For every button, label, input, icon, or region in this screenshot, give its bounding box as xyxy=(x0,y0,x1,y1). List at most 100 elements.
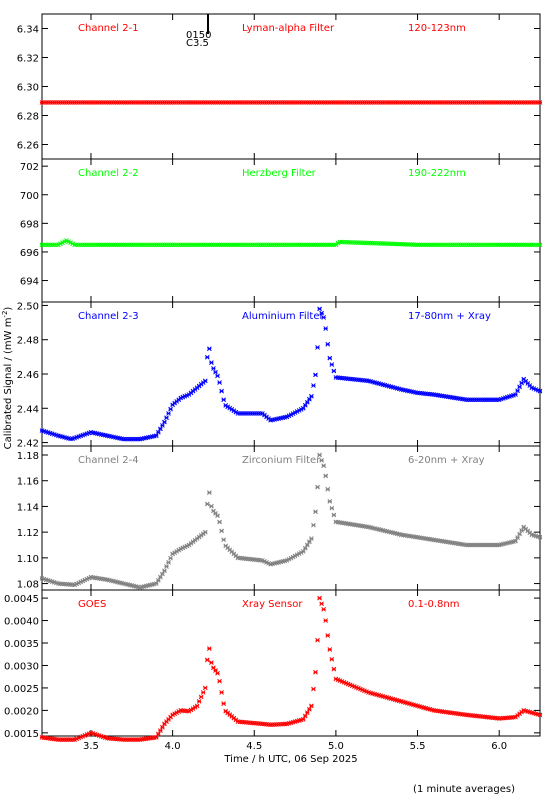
y-tick-label: 6.30 xyxy=(17,83,39,94)
data-point xyxy=(323,473,329,479)
data-point xyxy=(207,346,212,352)
data-point xyxy=(300,549,306,554)
x-tick-label: 6.0 xyxy=(491,741,507,752)
panel-1: 6.26 6.28 6.30 6.32 6.34 Channel 2-1 Lyman-alp… xyxy=(17,13,543,160)
data-point xyxy=(321,606,327,612)
data-point xyxy=(304,399,310,405)
panel-label: 120-123nm xyxy=(408,23,466,34)
data-point xyxy=(311,686,316,692)
panel-3: 2.42 2.44 2.46 2.48 2.50 Channel 2-3 Aluminium… xyxy=(17,301,543,450)
data-point xyxy=(315,484,320,490)
data-point xyxy=(517,384,522,390)
y-tick-label: 2.50 xyxy=(17,301,39,312)
series-points xyxy=(39,306,543,442)
data-point xyxy=(215,513,220,519)
y-tick-label: 696 xyxy=(20,248,39,259)
data-point xyxy=(162,568,167,574)
data-point xyxy=(202,378,208,384)
data-point xyxy=(315,345,320,350)
data-point xyxy=(213,369,218,375)
data-point xyxy=(207,646,212,651)
y-tick-label: 1.10 xyxy=(17,554,39,565)
data-point xyxy=(204,657,210,663)
data-point xyxy=(198,694,204,700)
data-point xyxy=(219,388,224,394)
panel-frame xyxy=(41,13,541,160)
flare-marker-class: C3.5 xyxy=(186,38,209,49)
panel-frame xyxy=(41,158,541,303)
y-tick-label: 702 xyxy=(20,162,39,173)
data-point xyxy=(519,380,524,386)
series-points xyxy=(39,238,543,248)
data-point xyxy=(158,574,163,580)
data-point xyxy=(325,633,331,638)
data-point xyxy=(155,731,161,737)
data-point xyxy=(321,463,327,469)
x-tick-label: 4.5 xyxy=(246,741,262,752)
data-point xyxy=(215,670,220,676)
panel-5: 0.0015 0.0020 0.0025 0.0030 0.0035 0.0040 0.00… xyxy=(4,589,543,752)
panel-frame xyxy=(41,589,541,737)
data-point xyxy=(202,529,208,535)
panel-label: 0.1-0.8nm xyxy=(408,599,460,610)
svg-text:Calibrated Signal / (mW m-2): Calibrated Signal / (mW m-2) xyxy=(1,307,14,450)
data-point xyxy=(302,402,308,408)
data-point xyxy=(209,360,214,365)
data-point xyxy=(325,341,331,347)
y-tick-label: 0.0035 xyxy=(4,639,39,650)
data-point xyxy=(313,509,318,515)
data-point xyxy=(153,581,159,586)
data-point xyxy=(327,355,333,361)
y-tick-label: 2.44 xyxy=(17,404,39,415)
data-point xyxy=(158,426,163,432)
data-point xyxy=(162,419,167,425)
footnote: (1 minute averages) xyxy=(413,784,515,795)
data-point xyxy=(329,656,335,662)
x-tick-label: 4.0 xyxy=(165,741,181,752)
y-tick-label: 1.18 xyxy=(17,451,39,462)
data-point xyxy=(331,512,337,518)
panel-label: Channel 2-3 xyxy=(78,311,139,322)
data-point xyxy=(204,501,210,507)
data-point xyxy=(211,366,216,371)
data-point xyxy=(194,703,200,709)
data-point xyxy=(158,728,163,733)
data-point xyxy=(323,618,329,623)
panel-label: Channel 2-4 xyxy=(78,455,139,466)
data-point xyxy=(166,411,171,416)
y-axis-label-text: Calibrated Signal / (mW m xyxy=(3,318,14,450)
data-point xyxy=(219,528,224,534)
data-point xyxy=(517,531,522,537)
data-point xyxy=(537,388,543,394)
data-point xyxy=(317,306,322,312)
data-point xyxy=(155,578,161,583)
data-point xyxy=(537,712,543,718)
data-point xyxy=(513,392,518,397)
data-point xyxy=(307,539,312,545)
series-points xyxy=(39,595,543,742)
data-point xyxy=(160,724,165,730)
y-tick-label: 1.14 xyxy=(17,502,39,513)
panel-2: 694 696 698 700 702 Channel 2-2 Herzberg Filte… xyxy=(20,158,543,303)
x-tick-label: 5.0 xyxy=(328,741,344,752)
y-tick-label: 698 xyxy=(20,219,39,230)
data-point xyxy=(217,380,222,385)
y-tick-label: 2.48 xyxy=(17,336,39,347)
data-point xyxy=(217,678,222,684)
data-point xyxy=(319,601,324,607)
data-point xyxy=(313,372,318,378)
y-tick-label: 0.0020 xyxy=(4,706,39,717)
data-point xyxy=(196,699,202,704)
data-point xyxy=(213,668,218,673)
data-point xyxy=(327,499,333,504)
data-point xyxy=(309,536,314,541)
data-point xyxy=(302,713,308,719)
y-tick-label: 6.28 xyxy=(17,112,39,123)
y-tick-label: 0.0040 xyxy=(4,617,39,628)
y-tick-label: 6.26 xyxy=(17,141,39,152)
data-point xyxy=(311,383,316,388)
data-point xyxy=(317,595,322,601)
data-point xyxy=(168,555,173,561)
data-point xyxy=(153,734,159,740)
